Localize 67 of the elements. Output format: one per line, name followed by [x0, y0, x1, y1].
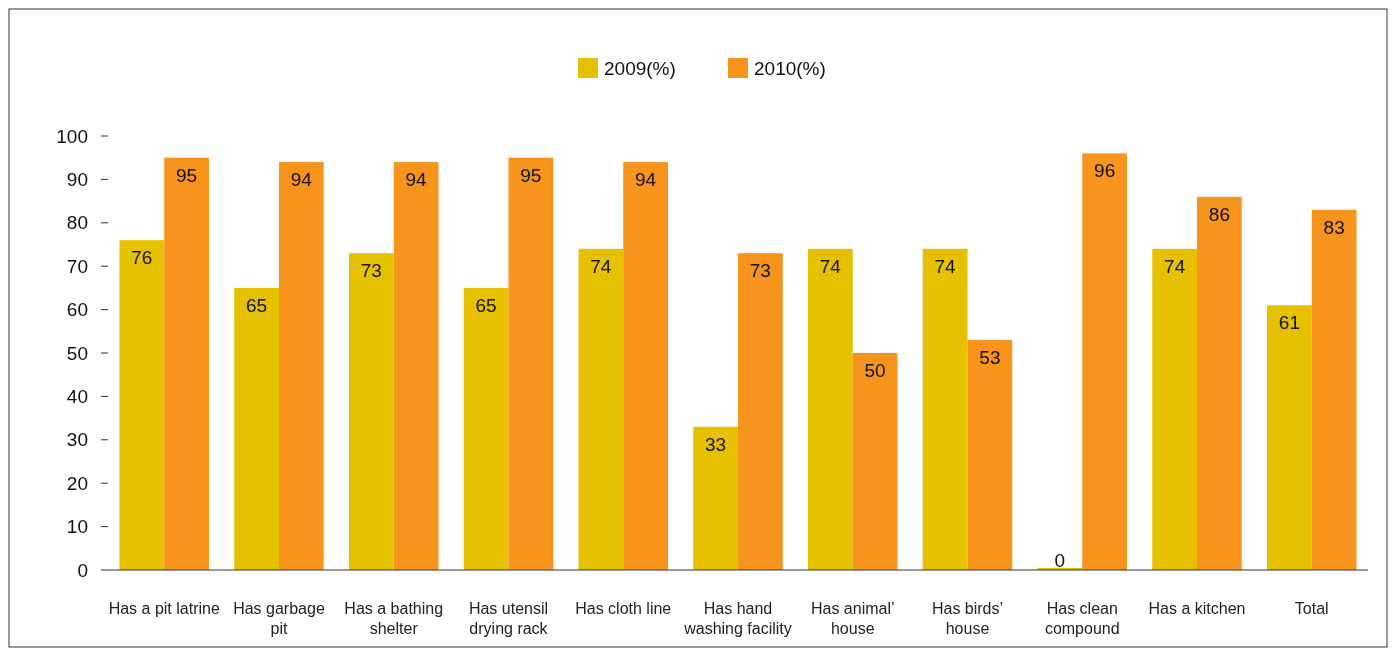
- bar: [1267, 305, 1312, 570]
- data-label: 73: [360, 260, 382, 282]
- y-tick-label: 30: [66, 429, 88, 451]
- y-tick-label: 20: [66, 472, 88, 494]
- data-label: 65: [475, 294, 497, 316]
- y-tick-label: 50: [66, 342, 88, 364]
- x-tick-label: Total: [1294, 600, 1329, 617]
- x-tick-label: Has garbage pit: [233, 600, 325, 637]
- data-label: 95: [520, 164, 542, 186]
- bar: [693, 426, 738, 570]
- bar: [164, 157, 209, 570]
- y-tick-label: 70: [66, 255, 88, 277]
- bar: [623, 162, 668, 570]
- data-label: 50: [864, 360, 886, 381]
- x-tick-label: Has clean compound: [1044, 600, 1120, 637]
- data-label: 74: [1164, 255, 1186, 277]
- bar: [348, 253, 394, 570]
- bar: [922, 248, 968, 570]
- y-tick-label: 10: [66, 516, 88, 538]
- y-tick-label: 60: [66, 299, 88, 321]
- data-label: 74: [934, 255, 957, 277]
- data-label: 65: [246, 294, 268, 316]
- data-label: 33: [705, 433, 727, 455]
- bar: [1197, 196, 1242, 570]
- data-label: 74: [590, 255, 612, 277]
- data-label: 86: [1208, 203, 1230, 225]
- x-tick-label: Has utensil drying rack: [468, 600, 549, 637]
- bar: [1311, 209, 1357, 570]
- bar: [738, 253, 783, 570]
- bar: [578, 248, 624, 570]
- bar: [1152, 248, 1198, 570]
- x-tick-label: Has a kitchen: [1148, 600, 1246, 617]
- bar: [463, 287, 509, 570]
- bar: [508, 157, 554, 570]
- y-tick-label: 0: [77, 559, 88, 581]
- y-tick-label: 40: [66, 386, 88, 408]
- data-label: 94: [635, 169, 657, 191]
- bar: [808, 248, 853, 570]
- bar: [234, 287, 279, 570]
- data-label: 94: [290, 169, 313, 191]
- y-tick-label: 90: [66, 169, 88, 191]
- x-tick-label: Has cloth line: [575, 600, 672, 617]
- bar: [119, 240, 165, 570]
- bar: [278, 162, 324, 570]
- y-tick-label: 100: [56, 125, 88, 147]
- data-label: 95: [176, 164, 198, 186]
- data-label: 74: [819, 255, 842, 277]
- data-label: 73: [749, 260, 771, 282]
- y-tick-label: 80: [66, 212, 88, 234]
- data-label: 94: [405, 169, 428, 191]
- x-tick-label: Has birds’ house: [931, 600, 1004, 637]
- x-tick-label: Has animal’ house: [810, 600, 895, 637]
- data-label: 83: [1323, 216, 1345, 238]
- x-tick-label: Has hand washing facility: [683, 600, 792, 637]
- bar: [393, 162, 439, 570]
- x-tick-label: Has a bathing shelter: [344, 600, 444, 637]
- data-label: 0: [1054, 550, 1066, 571]
- bar: [1082, 153, 1128, 570]
- legend-label: 2009(%): [604, 57, 676, 79]
- bar: [852, 353, 898, 570]
- data-label: 53: [979, 346, 1001, 368]
- legend-label: 2010(%): [754, 57, 826, 79]
- x-tick-label: Has a pit latrine: [108, 600, 220, 617]
- data-label: 61: [1278, 312, 1300, 334]
- data-label: 96: [1094, 160, 1116, 182]
- data-label: 76: [131, 247, 153, 269]
- bar: [967, 339, 1013, 570]
